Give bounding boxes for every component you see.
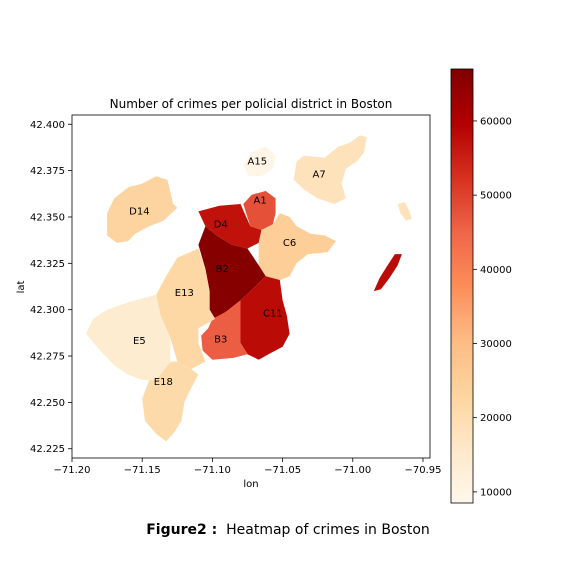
colorbar-tick-label: 50000 (480, 191, 512, 202)
x-axis-ticks: −71.20 −71.15 −71.10 −71.05 −71.00 −70.95 (53, 458, 441, 476)
district-c11-island (373, 254, 402, 292)
plot-frame (71, 114, 431, 459)
district-d14 (107, 176, 178, 243)
district-label-e18: E18 (154, 377, 173, 388)
caption-text: Heatmap of crimes in Boston (226, 522, 430, 538)
y-tick-label: 42.250 (30, 398, 65, 409)
colorbar-tick-label: 20000 (480, 413, 512, 424)
chart-title: Number of crimes per policial district i… (110, 97, 393, 111)
y-axis-label: lat (16, 281, 27, 294)
district-a7 (293, 135, 367, 204)
x-tick-label: −70.95 (404, 465, 441, 476)
district-e18 (142, 361, 199, 442)
district-a7-island (397, 202, 412, 221)
colorbar-tick-label: 30000 (480, 339, 512, 350)
district-label-a15: A15 (248, 156, 268, 167)
district-label-d4: D4 (214, 219, 228, 230)
colorbar-tick-label: 60000 (480, 116, 512, 127)
y-tick-label: 42.350 (30, 212, 65, 223)
district-label-b2: B2 (216, 264, 229, 275)
district-label-c11: C11 (263, 308, 283, 319)
district-label-c6: C6 (283, 238, 296, 249)
district-label-b3: B3 (214, 334, 227, 345)
y-tick-label: 42.400 (30, 120, 65, 131)
district-e13 (156, 248, 216, 369)
district-c11 (240, 276, 290, 360)
x-tick-label: −71.10 (194, 465, 231, 476)
colorbar-tick-label: 10000 (480, 487, 512, 498)
district-a15 (243, 146, 276, 177)
y-tick-label: 42.325 (30, 259, 65, 270)
x-tick-label: −71.20 (53, 465, 90, 476)
district-d4 (198, 204, 262, 249)
district-label-d14: D14 (129, 206, 149, 217)
caption-prefix: Figure2 : (146, 522, 218, 538)
y-tick-label: 42.225 (30, 444, 65, 455)
x-tick-label: −71.05 (264, 465, 301, 476)
district-label-e13: E13 (175, 288, 194, 299)
district-label-a1: A1 (253, 195, 266, 206)
district-b3 (201, 300, 248, 360)
map-polygons (86, 135, 412, 442)
colorbar-tick-label: 40000 (480, 265, 512, 276)
y-tick-label: 42.275 (30, 352, 65, 363)
colorbar (450, 68, 474, 504)
district-c6 (258, 213, 336, 280)
district-labels: A15 A7 A1 D14 D4 C6 B2 E13 C11 B3 E5 E18 (129, 156, 326, 388)
y-tick-label: 42.375 (30, 166, 65, 177)
district-b2 (198, 226, 266, 319)
figure-caption: Figure2 : Heatmap of crimes in Boston (0, 522, 576, 538)
y-axis-ticks: 42.225 42.250 42.275 42.300 42.325 42.350 42.3… (30, 120, 72, 455)
x-axis-label: lon (243, 479, 258, 490)
district-label-a7: A7 (312, 169, 325, 180)
y-tick-label: 42.300 (30, 305, 65, 316)
colorbar-ticks: 10000 20000 30000 40000 50000 60000 (473, 116, 512, 498)
x-tick-label: −71.00 (334, 465, 371, 476)
district-label-e5: E5 (133, 336, 146, 347)
district-a1 (243, 191, 276, 230)
x-tick-label: −71.15 (124, 465, 161, 476)
district-e5 (86, 294, 171, 381)
